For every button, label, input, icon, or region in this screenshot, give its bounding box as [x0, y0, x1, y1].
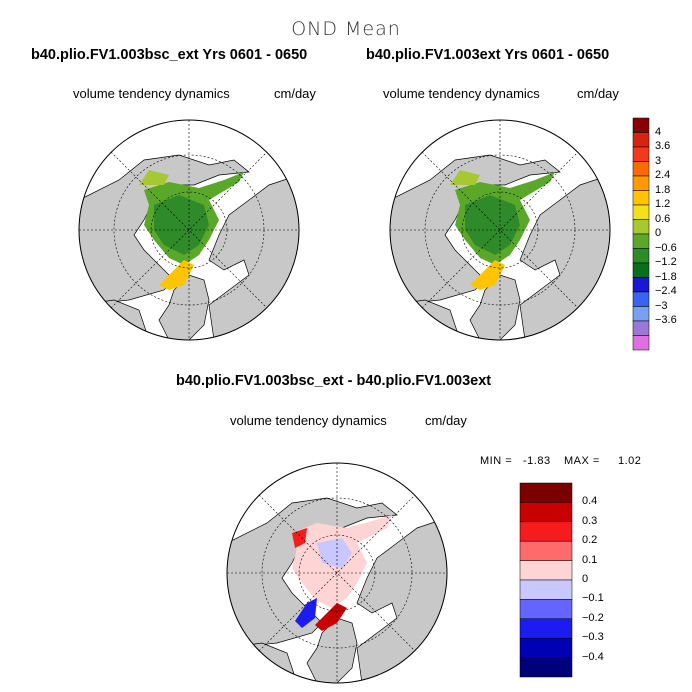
right-variable-label: volume tendency dynamics	[383, 86, 540, 101]
max-value: 1.02	[618, 455, 642, 467]
diff-cb-label-2: 0.2	[582, 534, 598, 547]
land-greenland	[158, 274, 210, 340]
top-cb-swatch-4	[632, 175, 650, 191]
top-cb-swatch-3	[632, 161, 650, 177]
diff-ice-blue-patch	[317, 538, 352, 568]
top-cb-label-2: 3	[655, 154, 662, 167]
diff-cb-label-4: 0	[582, 573, 589, 585]
max-label: MAX =	[564, 455, 600, 467]
diff-cb-swatch-0	[519, 482, 573, 503]
top-cb-swatch-12	[632, 291, 650, 307]
top-cb-swatch-6	[632, 204, 650, 220]
diff-colorbar	[519, 482, 573, 678]
top-cb-label-8: −0.6	[655, 241, 677, 254]
top-cb-swatch-11	[632, 277, 650, 293]
diff-cb-swatch-7	[519, 618, 573, 639]
diff-ice-blue-strip	[295, 598, 317, 628]
land-greenland	[306, 617, 358, 683]
diff-cb-swatch-8	[519, 637, 573, 658]
ice-central	[465, 195, 520, 255]
top-cb-label-4: 1.8	[655, 183, 671, 196]
diff-cb-label-3: 0.1	[582, 553, 598, 566]
diff-cb-swatch-1	[519, 502, 573, 523]
diff-cb-swatch-6	[519, 599, 573, 620]
top-cb-label-3: 2.4	[655, 169, 671, 181]
ice-central	[154, 195, 209, 255]
left-polar-map	[79, 120, 299, 340]
top-cb-swatch-1	[632, 132, 650, 148]
top-cb-label-10: −1.8	[655, 270, 677, 283]
right-units-label: cm/day	[577, 86, 619, 101]
diff-cb-label-5: −0.1	[582, 592, 604, 605]
right-polar-map	[390, 120, 610, 340]
top-colorbar	[632, 117, 650, 351]
diff-cb-swatch-9	[519, 657, 573, 678]
left-panel-title: b40.plio.FV1.003bsc_ext Yrs 0601 - 0650	[31, 47, 308, 63]
diff-panel-title: b40.plio.FV1.003bsc_ext - b40.plio.FV1.0…	[176, 373, 492, 389]
diff-ice-red-edge	[292, 528, 307, 548]
diff-cb-swatch-3	[519, 540, 573, 561]
diff-cb-label-8: −0.4	[582, 650, 604, 663]
ice-positive-strip	[470, 260, 505, 290]
diff-cb-swatch-4	[519, 560, 573, 581]
min-label: MIN =	[480, 455, 513, 467]
diff-units-label: cm/day	[425, 413, 467, 428]
ice-shelf-edge	[139, 170, 169, 185]
diff-cb-label-0: 0.4	[582, 495, 598, 508]
diff-cb-swatch-5	[519, 579, 573, 600]
diff-polar-map	[227, 463, 447, 683]
main-title: OND Mean	[291, 18, 401, 40]
land-greenland	[469, 274, 521, 340]
top-cb-swatch-10	[632, 262, 650, 278]
min-value: -1.83	[523, 455, 551, 467]
top-cb-label-5: 1.2	[655, 198, 671, 210]
ice-positive-strip	[159, 260, 194, 290]
diff-ice-red-strip	[315, 603, 347, 631]
diff-cb-label-1: 0.3	[582, 514, 598, 527]
top-cb-label-13: −3.6	[655, 314, 677, 326]
top-cb-swatch-9	[632, 248, 650, 264]
top-cb-swatch-15	[632, 335, 650, 351]
top-cb-swatch-13	[632, 306, 650, 322]
top-cb-label-9: −1.2	[655, 256, 677, 268]
ice-shelf-edge	[450, 170, 480, 185]
top-cb-swatch-7	[632, 219, 650, 235]
diff-variable-label: volume tendency dynamics	[230, 413, 387, 428]
top-cb-label-12: −3	[655, 299, 668, 312]
diff-cb-swatch-2	[519, 521, 573, 542]
top-cb-swatch-5	[632, 190, 650, 206]
top-cb-label-6: 0.6	[655, 212, 671, 225]
left-units-label: cm/day	[274, 86, 316, 101]
top-cb-label-0: 4	[655, 125, 662, 138]
top-cb-swatch-0	[632, 117, 650, 133]
top-cb-swatch-2	[632, 146, 650, 162]
left-variable-label: volume tendency dynamics	[73, 86, 230, 101]
right-panel-title: b40.plio.FV1.003ext Yrs 0601 - 0650	[366, 47, 610, 63]
diff-cb-label-7: −0.3	[582, 631, 604, 644]
diff-cb-label-6: −0.2	[582, 611, 604, 624]
top-cb-label-11: −2.4	[655, 285, 677, 297]
top-cb-label-1: 3.6	[655, 140, 671, 152]
top-cb-label-7: 0	[655, 227, 662, 239]
top-cb-swatch-8	[632, 233, 650, 249]
top-cb-swatch-14	[632, 320, 650, 336]
